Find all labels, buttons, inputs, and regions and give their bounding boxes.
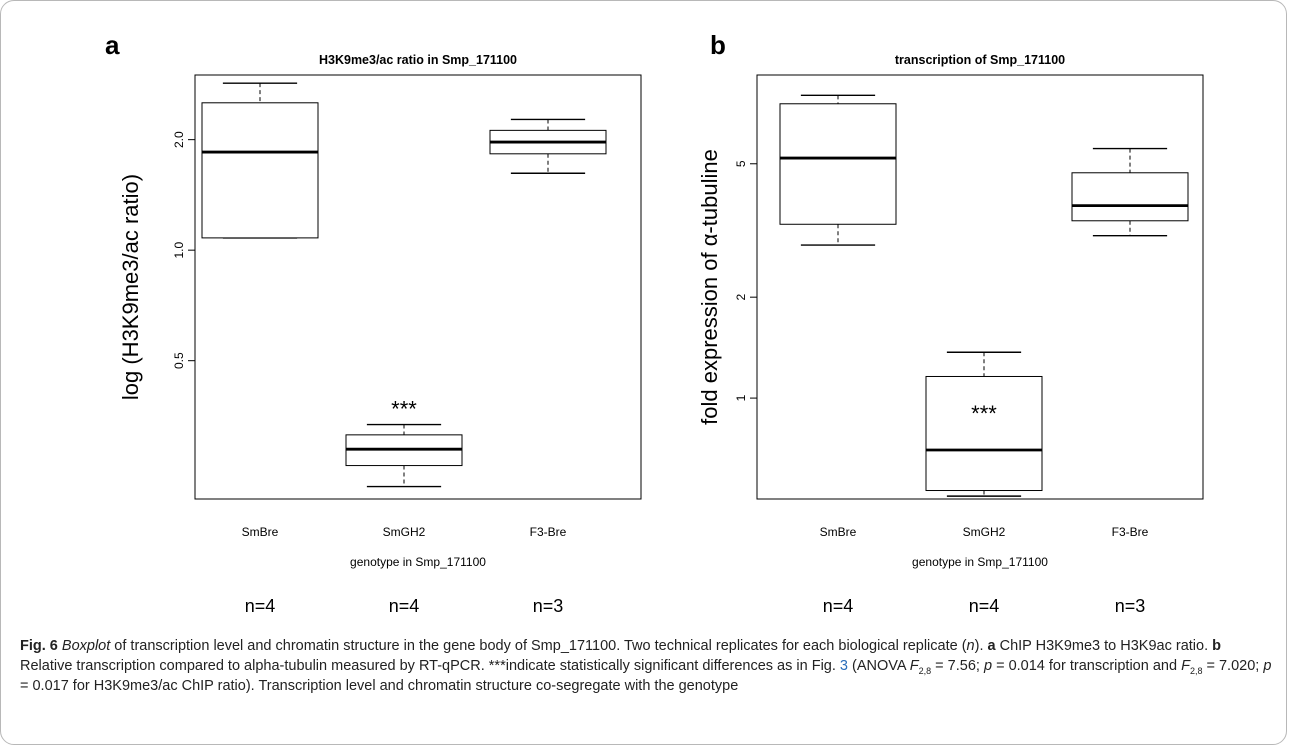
caption-stat-3: = 7.020; (1202, 658, 1264, 674)
panel-b-y-axis-label: fold expression of α-tubuline (697, 149, 722, 425)
panel-b-letter: b (710, 30, 726, 60)
panel-a-x-tick-label: F3-Bre (530, 525, 567, 539)
panel-a-significance-label: *** (391, 397, 417, 422)
panel-b-x-tick-label: SmBre (820, 525, 857, 539)
caption-text-2: ). (974, 638, 988, 654)
panel-b-y-tick-label: 1 (734, 394, 748, 401)
panel-b-y-tick-label: 2 (734, 294, 748, 301)
caption-p-symbol-2: p (1263, 658, 1272, 674)
panel-a-y-tick-label: 0.5 (172, 352, 186, 369)
panel-b-significance-label: *** (971, 401, 997, 426)
caption-b-label: b (1212, 638, 1221, 654)
panel-b-y-tick-label: 5 (734, 160, 748, 167)
boxplot-figure: a H3K9me3/ac ratio in Smp_171100 0.5 1.0 2.0… (105, 30, 1204, 616)
panel-a-chart-title: H3K9me3/ac ratio in Smp_171100 (319, 53, 517, 67)
panel-a-x-tick-label: SmGH2 (383, 525, 426, 539)
caption-f-symbol: F (909, 658, 919, 674)
caption-text-3: (ANOVA (848, 658, 910, 674)
caption-p-symbol: p (983, 658, 993, 674)
panel-a-count-label: n=3 (533, 596, 564, 616)
panel-a-box-smbre (201, 102, 319, 239)
panel-a-y-tick-label: 2.0 (172, 131, 186, 148)
caption-stat-1: = 7.56; (931, 658, 984, 674)
caption-text-1: of transcription level and chromatin str… (110, 638, 967, 654)
panel-a: a H3K9me3/ac ratio in Smp_171100 0.5 1.0 2.0… (105, 30, 642, 616)
caption-f-subscript: 2,8 (918, 665, 932, 676)
panel-a-x-axis-label: genotype in Smp_171100 (350, 555, 486, 569)
panel-a-letter: a (105, 30, 120, 60)
panel-b-box-smbre (779, 103, 897, 225)
panel-b-x-tick-label: SmGH2 (963, 525, 1006, 539)
panel-a-plot-frame (194, 74, 642, 500)
panel-b-count-label: n=3 (1115, 596, 1146, 616)
caption-f-subscript-2: 2,8 (1189, 665, 1203, 676)
panel-b-count-label: n=4 (969, 596, 1000, 616)
panel-b-count-label: n=4 (823, 596, 854, 616)
panel-b-box-smgh2 (925, 375, 1043, 492)
caption-b-text: Relative transcription compared to alpha… (20, 658, 840, 674)
panel-b-plot-frame (756, 74, 1204, 500)
panel-a-y-tick-label: 1.0 (172, 242, 186, 259)
figure-caption: Fig. 6 Boxplot of transcription level an… (20, 636, 1275, 696)
caption-stat-2: = 0.014 for transcription and (992, 658, 1182, 674)
panel-b-x-tick-label: F3-Bre (1112, 525, 1149, 539)
panel-b-box-f3-bre (1071, 172, 1189, 222)
panel-a-count-label: n=4 (245, 596, 276, 616)
caption-f-symbol-2: F (1181, 658, 1190, 674)
caption-figure-link[interactable]: 3 (839, 658, 848, 674)
caption-a-label: a (987, 638, 996, 654)
panel-b: b transcription of Smp_171100 1 2 5 fold expr… (697, 30, 1204, 616)
caption-fig-label: Fig. 6 (20, 638, 58, 654)
caption-n-symbol: n (966, 638, 975, 654)
panel-b-x-axis-label: genotype in Smp_171100 (912, 555, 1048, 569)
panel-b-chart-title: transcription of Smp_171100 (895, 53, 1065, 67)
panel-a-x-tick-label: SmBre (242, 525, 279, 539)
caption-a-text: ChIP H3K9me3 to H3K9ac ratio. (995, 638, 1213, 654)
caption-boxplot-word: Boxplot (61, 638, 111, 654)
caption-stat-4: = 0.017 for H3K9me3/ac ChIP ratio). Tran… (20, 678, 739, 694)
panel-a-y-axis-label: log (H3K9me3/ac ratio) (118, 174, 143, 400)
panel-a-count-label: n=4 (389, 596, 420, 616)
